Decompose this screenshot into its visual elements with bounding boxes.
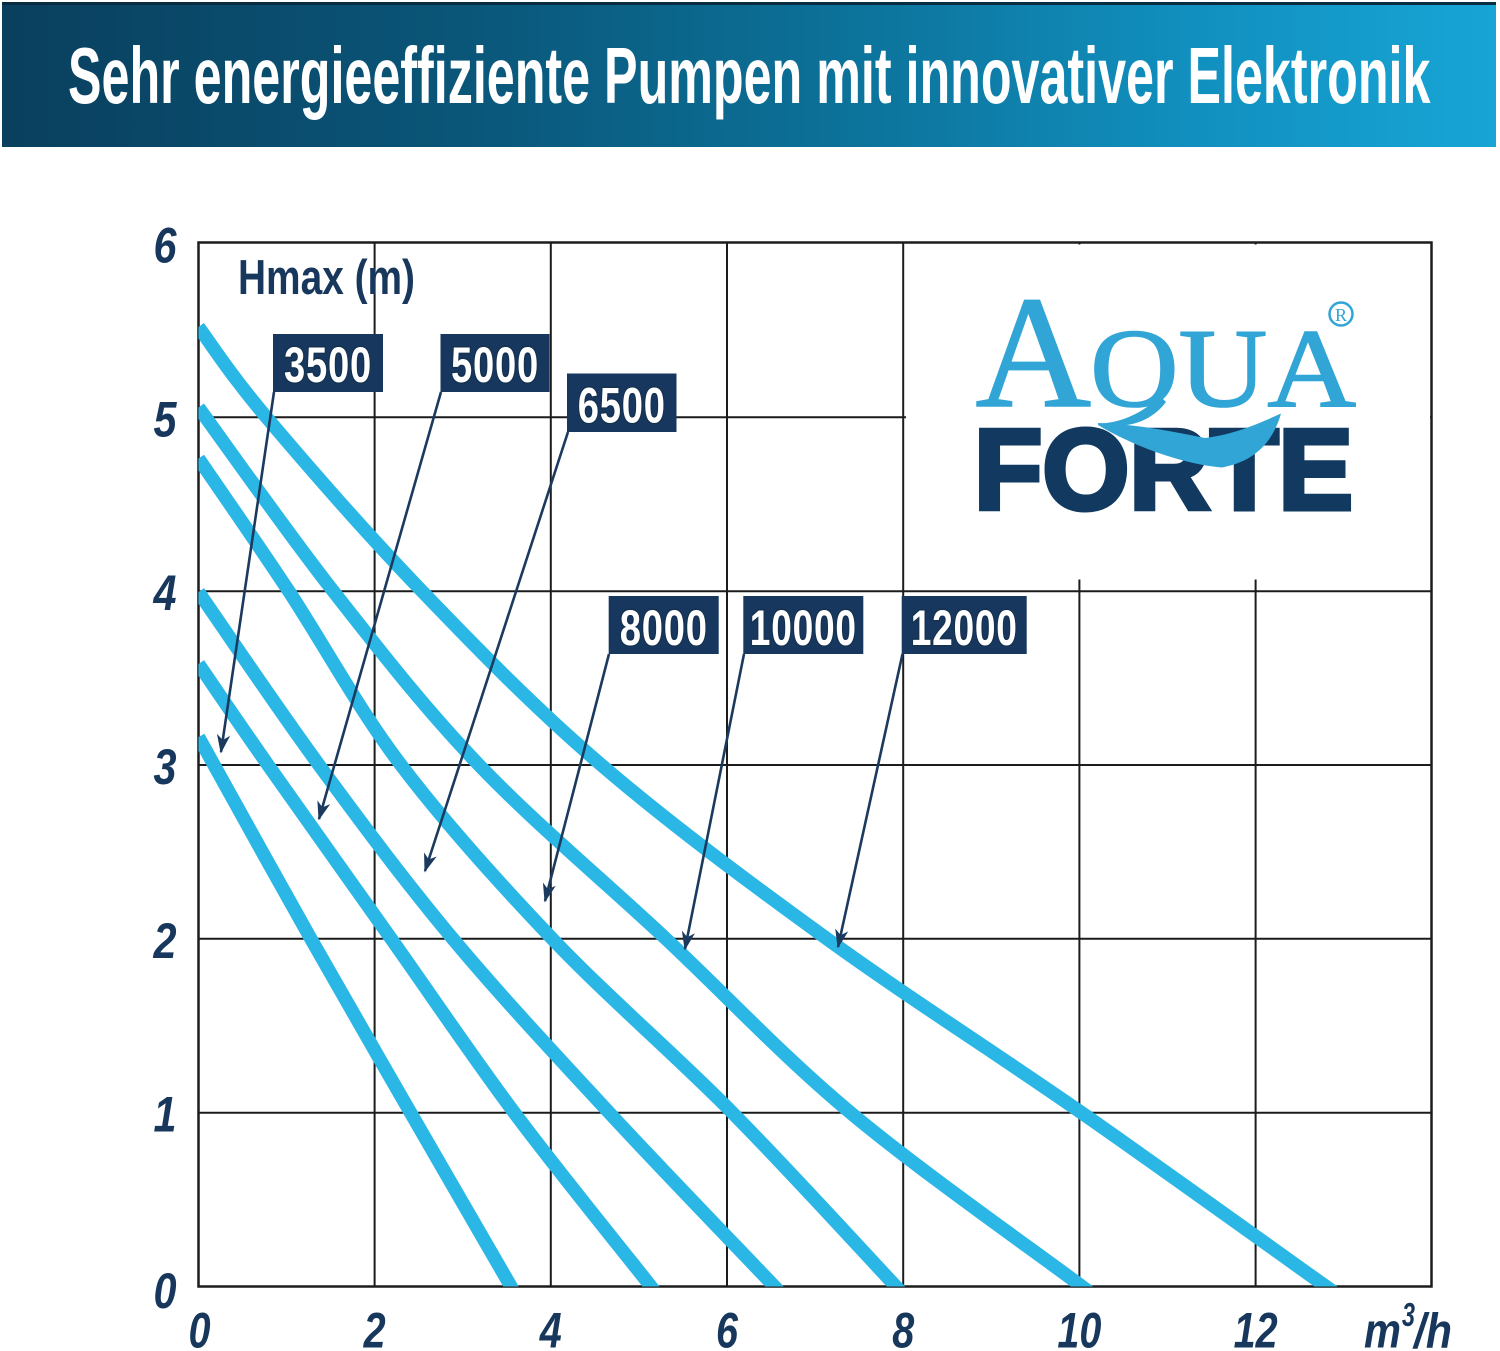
svg-text:0: 0: [154, 1263, 177, 1319]
svg-text:5000: 5000: [451, 337, 539, 393]
svg-text:3: 3: [1402, 1296, 1415, 1333]
svg-text:R: R: [1335, 305, 1347, 325]
svg-text:1: 1: [154, 1087, 177, 1143]
svg-text:12000: 12000: [911, 600, 1018, 656]
svg-text:12: 12: [1234, 1303, 1278, 1351]
svg-text:Hmax (m): Hmax (m): [238, 251, 415, 305]
svg-text:0: 0: [189, 1303, 211, 1351]
svg-text:FORTE: FORTE: [974, 407, 1353, 534]
svg-text:2: 2: [363, 1303, 386, 1351]
svg-text:10: 10: [1057, 1303, 1101, 1351]
svg-text:5: 5: [154, 391, 178, 447]
svg-text:6: 6: [154, 218, 178, 274]
svg-text:4: 4: [153, 565, 177, 621]
svg-text:3500: 3500: [284, 337, 372, 393]
svg-text:4: 4: [539, 1303, 562, 1351]
svg-text:2: 2: [153, 913, 177, 969]
svg-text:10000: 10000: [750, 600, 857, 656]
svg-text:3: 3: [154, 739, 177, 795]
svg-text:/h: /h: [1412, 1305, 1452, 1351]
svg-text:8: 8: [892, 1303, 914, 1351]
svg-text:6500: 6500: [578, 378, 666, 434]
svg-text:6: 6: [716, 1303, 739, 1351]
svg-text:m: m: [1364, 1305, 1401, 1351]
svg-text:OUA: OUA: [1090, 307, 1356, 431]
svg-text:A: A: [976, 263, 1092, 441]
svg-text:8000: 8000: [620, 600, 708, 656]
